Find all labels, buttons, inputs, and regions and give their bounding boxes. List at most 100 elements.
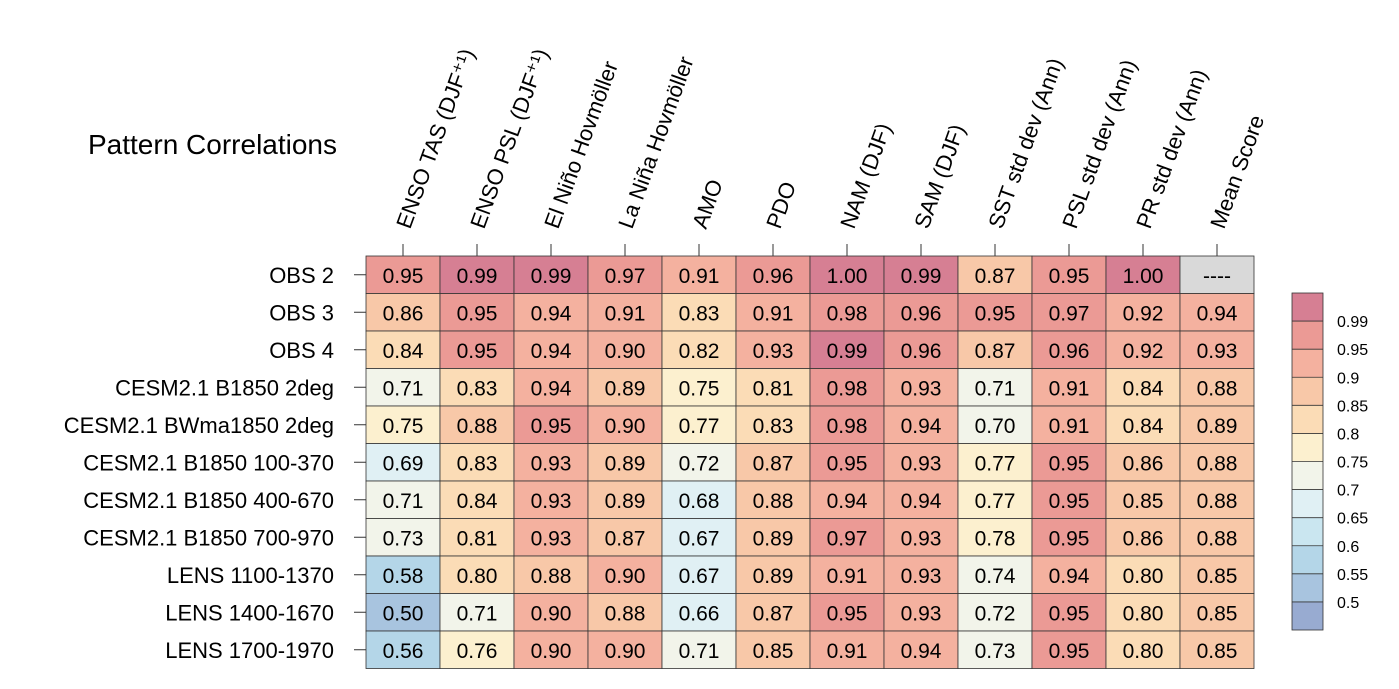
heatmap-cell [883,443,959,482]
colorbar-segment [1292,377,1323,406]
cell-value-label: 0.58 [383,565,424,588]
colorbar-segment [1292,517,1323,546]
cell-value-label: 0.94 [1197,302,1238,325]
colorbar-tick-label: 0.6 [1337,539,1359,556]
cell-value-label: 0.95 [1049,490,1090,513]
cell-value-label: 0.98 [827,415,868,438]
cell-value-label: 0.81 [753,377,794,400]
heatmap-cell [513,368,589,407]
cell-value-label: 0.83 [753,415,794,438]
cell-value-label: 0.77 [975,490,1016,513]
cell-value-label: 0.89 [1197,415,1238,438]
heatmap-cell [883,405,959,444]
cell-value-label: 0.95 [383,265,424,288]
heatmap-cell [809,555,885,594]
cell-value-label: 0.91 [679,265,720,288]
cell-value-label: 0.87 [753,452,794,475]
row-label: OBS 4 [269,338,334,363]
heatmap-cell [513,255,589,294]
cell-value-label: 0.85 [1197,602,1238,625]
heatmap-cell [587,480,663,519]
colorbar-tick-label: 0.8 [1337,426,1359,443]
heatmap-cell [735,593,811,632]
colorbar-tick-label: 0.7 [1337,483,1359,500]
cell-value-label: 0.95 [1049,452,1090,475]
heatmap-cell [1031,293,1107,332]
cell-value-label: 0.93 [901,602,942,625]
heatmap-cell [661,293,737,332]
colorbar-segment [1292,489,1323,518]
cell-value-label: 0.77 [679,415,720,438]
cell-value-label: 1.00 [827,265,868,288]
heatmap-cell [1105,330,1181,369]
cell-value-label: 0.50 [383,602,424,625]
cell-value-label: 0.83 [679,302,720,325]
cell-value-label: 0.88 [1197,490,1238,513]
heatmap-cell [587,518,663,557]
heatmap-cell [957,443,1033,482]
cell-value-label: 0.94 [901,490,942,513]
cell-value-label: 0.91 [827,640,868,663]
heatmap-cell [365,255,441,294]
heatmap-cell [1179,443,1255,482]
cell-value-label: 0.94 [531,340,572,363]
cell-value-label: 0.95 [1049,602,1090,625]
heatmap-cell [439,330,515,369]
heatmap-cell [365,330,441,369]
heatmap-cell [661,405,737,444]
heatmap-cell [513,630,589,669]
column-labels: ENSO TAS (DJF⁺¹)ENSO PSL (DJF⁺¹)El Niño … [391,45,1269,256]
cell-value-label: 0.91 [605,302,646,325]
cell-value-label: 0.96 [1049,340,1090,363]
heatmap-cell [1179,555,1255,594]
cell-value-label: 0.85 [1123,490,1164,513]
cell-value-label: 0.93 [531,527,572,550]
colorbar-tick-label: 0.85 [1337,398,1368,415]
heatmap-cells: 0.95 0.99 0.99 0.97 0.91 0.96 1.00 0.99 0.87 0.95… [365,255,1255,669]
cell-value-label: 0.93 [901,527,942,550]
heatmap-cell [1179,368,1255,407]
heatmap-cell [957,255,1033,294]
cell-value-label: 0.99 [901,265,942,288]
heatmap-cell [513,330,589,369]
cell-value-label: 0.73 [975,640,1016,663]
heatmap-cell [661,255,737,294]
column-label: Mean Score [1205,112,1269,232]
colorbar-segment [1292,321,1323,350]
heatmap-cell [365,518,441,557]
heatmap-cell [587,593,663,632]
cell-value-label: 0.96 [901,340,942,363]
row-label: LENS 1700-1970 [165,638,334,663]
cell-value-label: 0.67 [679,565,720,588]
cell-value-label: 0.82 [679,340,720,363]
row-label: OBS 3 [269,300,334,325]
cell-value-label: 0.95 [531,415,572,438]
cell-value-label: 0.80 [457,565,498,588]
cell-value-label: 0.71 [383,377,424,400]
cell-value-label: 0.96 [753,265,794,288]
cell-value-label: 0.93 [901,452,942,475]
row-label: OBS 2 [269,263,334,288]
cell-value-label: 0.78 [975,527,1016,550]
heatmap-cell [1179,405,1255,444]
cell-value-label: 0.67 [679,527,720,550]
row-labels: OBS 2 OBS 3 OBS 4 CESM2.1 B1850 2deg CESM2.1… [64,263,366,663]
cell-value-label: 0.87 [975,265,1016,288]
cell-value-label: 0.69 [383,452,424,475]
heatmap-cell [809,368,885,407]
heatmap-cell [1179,330,1255,369]
cell-value-label: 0.85 [753,640,794,663]
cell-value-label: 0.97 [605,265,646,288]
cell-value-label: 0.97 [827,527,868,550]
heatmap-cell [809,255,885,294]
heatmap-cell [365,630,441,669]
heatmap-cell [1105,555,1181,594]
colorbar-segment [1292,293,1323,322]
column-label: NAM (DJF) [835,120,896,232]
heatmap-cell [883,255,959,294]
cell-value-label: 0.89 [605,490,646,513]
cell-value-label: 0.80 [1123,640,1164,663]
heatmap-cell [661,593,737,632]
row-label: CESM2.1 B1850 2deg [115,375,334,400]
heatmap-cell [365,480,441,519]
